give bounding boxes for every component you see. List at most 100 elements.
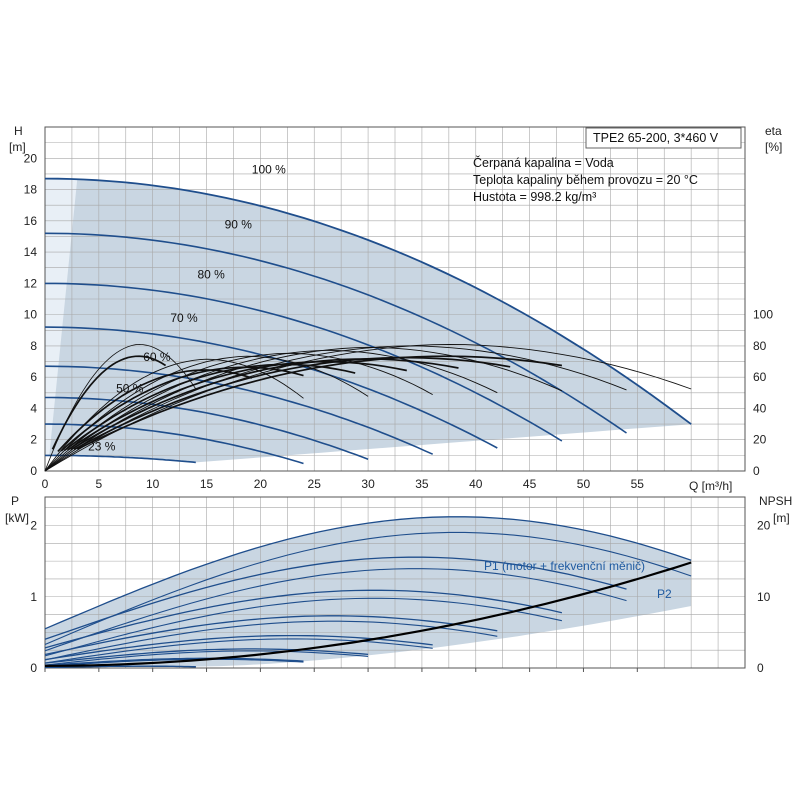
p-axis-unit: [kW]	[5, 511, 29, 525]
efficiency-curve	[44, 343, 692, 472]
efficiency-curve-main	[67, 360, 407, 451]
speed-curve	[45, 454, 196, 464]
efficiency-curve	[44, 352, 433, 472]
speed-curve-label: 50 %	[116, 382, 144, 396]
q-axis-tick: 35	[415, 477, 429, 491]
q-axis-tick: 40	[469, 477, 483, 491]
p2-curve	[44, 531, 692, 646]
efficiency-curve-main	[60, 366, 304, 452]
operating-region-left-band	[45, 178, 78, 456]
speed-curve-label: 100 %	[252, 163, 286, 177]
power-plot-frame	[44, 496, 746, 669]
eta-axis-label: eta	[765, 124, 782, 138]
p1-curve	[44, 556, 627, 640]
p1-curve	[44, 634, 433, 661]
p2-curve	[44, 638, 433, 664]
speed-curve	[44, 326, 498, 449]
p2-series-label: P2	[657, 587, 672, 601]
h-axis-tick: 16	[24, 214, 38, 228]
npsh-axis-unit: [m]	[773, 511, 790, 525]
h-axis-tick: 12	[24, 276, 38, 290]
eta-axis-tick: 80	[753, 339, 767, 353]
eta-axis-tick: 100	[753, 308, 773, 322]
q-axis-tick: 50	[577, 477, 591, 491]
eta-axis-unit: [%]	[765, 140, 782, 154]
q-axis-tick: 0	[42, 477, 49, 491]
p2-curve	[44, 658, 304, 668]
fluid-label: Čerpaná kapalina = Voda	[473, 155, 614, 170]
efficiency-curve-main	[70, 358, 459, 451]
p1-curve	[44, 648, 369, 664]
npsh-axis-tick: 20	[757, 519, 771, 533]
info-box: TPE2 65-200, 3*460 V Čerpaná kapalina = …	[473, 127, 742, 204]
q-axis-tick: 30	[361, 477, 375, 491]
eta-axis-tick: 0	[753, 464, 760, 478]
h-axis-tick: 4	[30, 401, 37, 415]
speed-curve	[45, 423, 304, 465]
h-axis-tick: 18	[24, 183, 38, 197]
h-axis-tick: 20	[24, 151, 38, 165]
temperature-label: Teplota kapaliny během provozu = 20 °C	[473, 173, 698, 187]
p-axis-tick: 1	[30, 590, 37, 604]
speed-curve-label: 70 %	[170, 311, 198, 325]
efficiency-curve-main	[51, 355, 167, 450]
p1-curve	[44, 657, 304, 667]
q-axis-tick: 45	[523, 477, 537, 491]
speed-curve	[44, 177, 692, 425]
h-axis-label: H	[14, 124, 23, 138]
head-plot-panel: 100 %90 %80 %70 %60 %50 %23 %0 5 10 15 20 25 3…	[24, 126, 773, 491]
p2-curve	[44, 650, 369, 666]
p1-curve	[44, 615, 498, 656]
speed-curve-label: 80 %	[197, 267, 225, 281]
p1-curve	[44, 516, 692, 630]
p2-curve	[44, 568, 627, 652]
efficiency-curve	[44, 345, 627, 472]
speed-curve	[45, 396, 369, 460]
efficiency-curve	[44, 349, 498, 472]
speed-curve	[45, 282, 563, 442]
speed-curve-label: 90 %	[225, 217, 253, 231]
h-axis-tick: 6	[30, 370, 37, 384]
npsh-axis-label: NPSH	[759, 494, 792, 508]
efficiency-curve	[44, 346, 563, 472]
p1-curve	[44, 589, 563, 649]
h-axis-tick: 0	[30, 464, 37, 478]
efficiency-curve-main	[73, 356, 511, 451]
q-axis-label: Q [m³/h]	[689, 479, 732, 493]
p2-curve	[44, 620, 498, 661]
model-label: TPE2 65-200, 3*460 V	[593, 131, 719, 145]
h-axis-tick: 10	[24, 308, 38, 322]
head-plot-frame	[44, 126, 746, 472]
eta-axis-tick: 40	[753, 401, 767, 415]
density-label: Hustota = 998.2 kg/m³	[473, 190, 596, 204]
eta-axis-tick: 20	[753, 433, 767, 447]
eta-axis-tick: 60	[753, 370, 767, 384]
model-box	[585, 127, 742, 149]
p-axis-tick: 2	[30, 519, 37, 533]
npsh-axis-tick: 10	[757, 590, 771, 604]
npsh-axis-tick: 0	[757, 661, 764, 675]
h-axis-unit: [m]	[9, 140, 26, 154]
speed-curve-label: 23 %	[88, 439, 116, 453]
p2-curve	[45, 665, 196, 668]
q-axis-tick: 55	[631, 477, 645, 491]
q-axis-tick: 5	[96, 477, 103, 491]
q-axis-tick: 15	[200, 477, 214, 491]
h-axis-tick: 2	[30, 433, 37, 447]
h-axis-tick: 8	[30, 339, 37, 353]
efficiency-curve	[44, 355, 369, 472]
efficiency-curve-main	[57, 369, 253, 452]
q-axis-tick: 10	[146, 477, 160, 491]
h-axis-tick: 14	[24, 245, 38, 259]
p-axis-label: P	[11, 494, 19, 508]
speed-curve	[44, 232, 627, 434]
npsh-curve	[44, 561, 692, 667]
speed-curve	[44, 365, 434, 455]
p1-series-label: P1 (motor + frekvenční měnič)	[484, 559, 645, 573]
q-axis-tick: 25	[308, 477, 322, 491]
p2-curve	[44, 597, 563, 657]
p-axis-tick: 0	[30, 661, 37, 675]
